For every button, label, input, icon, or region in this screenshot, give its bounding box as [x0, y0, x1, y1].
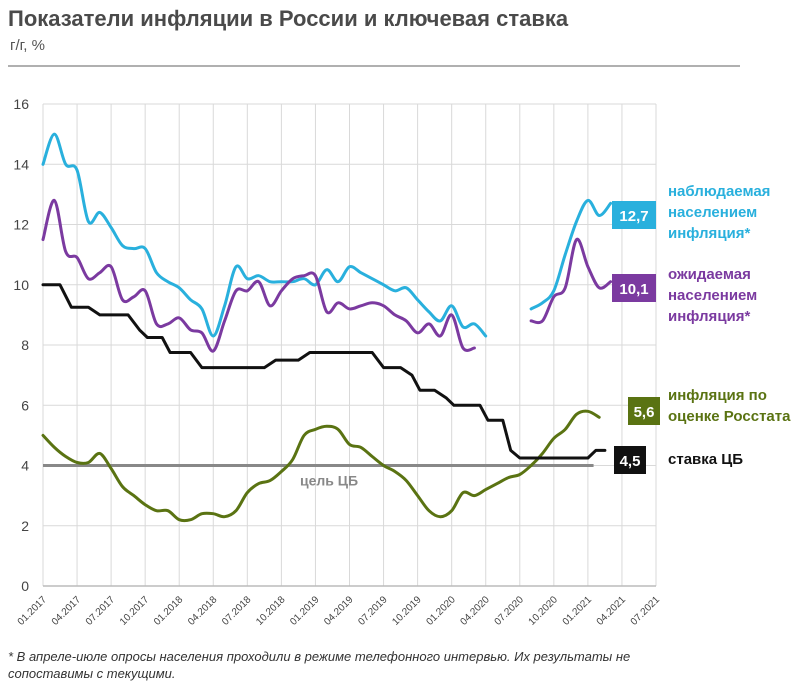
series-line-rosstat	[41, 409, 601, 523]
series-label-rosstat: оценке Росстата	[668, 408, 791, 425]
x-tick-label: 01.2019	[288, 594, 322, 628]
series-label-key_rate: ставка ЦБ	[668, 451, 743, 468]
x-tick-label: 04.2018	[186, 594, 220, 628]
x-tick-label: 10.2019	[390, 594, 424, 628]
value-badge-label-observed: 12,7	[619, 208, 648, 225]
x-tick-label: 04.2021	[595, 594, 629, 628]
series-label-expected: населением	[668, 287, 757, 304]
x-tick-label: 10.2020	[527, 594, 561, 628]
y-tick-label: 14	[13, 156, 29, 172]
x-tick-label: 07.2017	[84, 594, 118, 628]
series-line-key_rate	[41, 283, 607, 460]
series-label-rosstat: инфляция по	[668, 387, 767, 404]
page-title: Показатели инфляции в России и ключевая …	[8, 6, 569, 31]
x-tick-label: 01.2020	[424, 594, 458, 628]
y-tick-label: 12	[13, 217, 29, 233]
series-label-observed: инфляция*	[668, 225, 751, 242]
x-tick-label: 04.2017	[50, 594, 84, 628]
series-line-observed	[41, 132, 488, 338]
y-tick-label: 8	[21, 337, 29, 353]
y-tick-label: 16	[13, 96, 29, 112]
value-badge-key_rate	[614, 446, 646, 474]
value-badge-observed	[612, 201, 656, 229]
x-tick-label: 01.2021	[561, 594, 595, 628]
series-label-expected: ожидаемая	[668, 266, 751, 283]
series-line-observed	[529, 198, 613, 311]
y-tick-label: 6	[21, 397, 29, 413]
value-badge-label-rosstat: 5,6	[634, 404, 655, 421]
x-tick-label: 04.2020	[458, 594, 492, 628]
value-badge-label-key_rate: 4,5	[620, 453, 641, 470]
series-label-expected: инфляция*	[668, 308, 751, 325]
y-tick-label: 0	[21, 578, 29, 594]
value-badge-expected	[612, 274, 656, 302]
x-tick-label: 07.2021	[629, 594, 663, 628]
x-tick-label: 10.2017	[118, 594, 152, 628]
series-line-expected	[529, 237, 613, 325]
y-tick-label: 2	[21, 518, 29, 534]
x-tick-label: 07.2018	[220, 594, 254, 628]
x-tick-label: 04.2019	[322, 594, 356, 628]
x-tick-label: 10.2018	[254, 594, 288, 628]
title-divider	[8, 65, 740, 67]
value-badge-label-expected: 10,1	[619, 281, 648, 298]
x-tick-label: 01.2018	[152, 594, 186, 628]
footnote: * В апреле-июле опросы населения проходи…	[8, 649, 631, 681]
series-label-observed: наблюдаемая	[668, 183, 770, 200]
x-tick-label: 07.2019	[356, 594, 390, 628]
value-badge-rosstat	[628, 397, 660, 425]
y-tick-label: 10	[13, 277, 29, 293]
y-tick-label: 4	[21, 458, 29, 474]
x-tick-label: 07.2020	[493, 594, 527, 628]
series-label-observed: населением	[668, 204, 757, 221]
target-label: цель ЦБ	[300, 473, 358, 489]
series-line-expected	[41, 198, 476, 353]
x-tick-label: 01.2017	[16, 594, 50, 628]
chart-units: г/г, %	[10, 37, 45, 54]
